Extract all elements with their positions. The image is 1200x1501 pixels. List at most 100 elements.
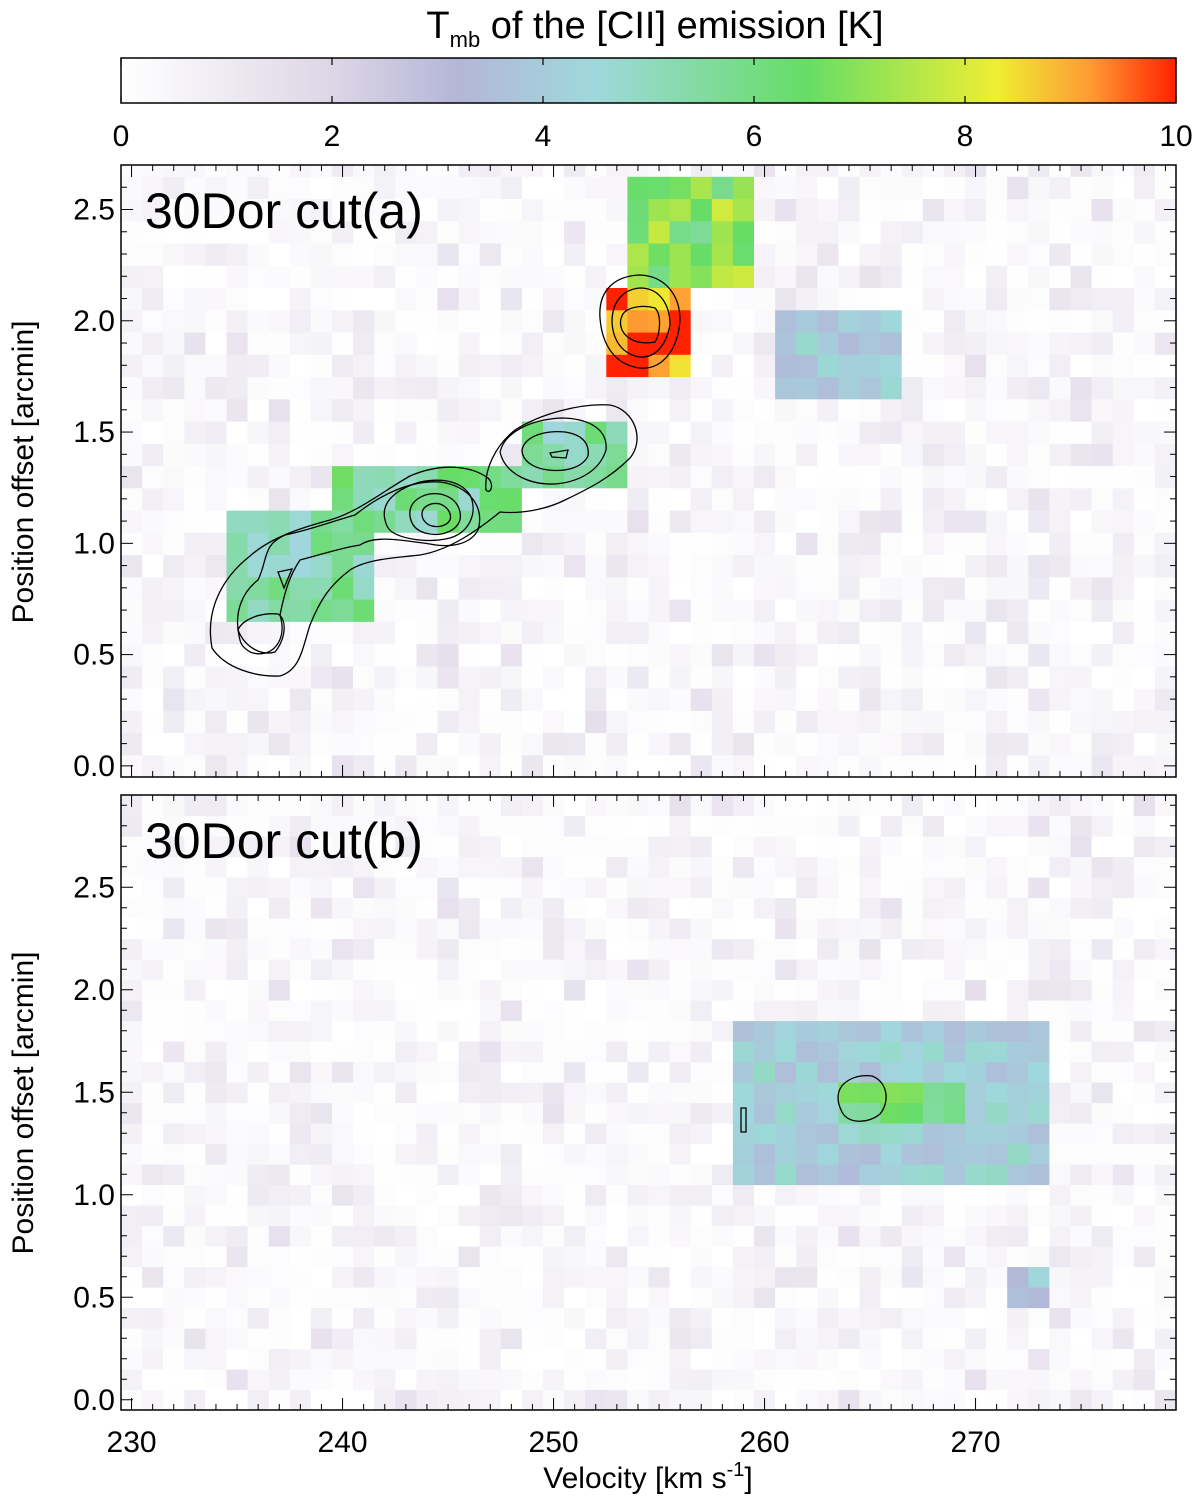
heatmap-cell xyxy=(922,1041,945,1063)
colorbar xyxy=(120,57,1177,104)
heatmap-cell xyxy=(859,198,882,222)
heatmap-cell xyxy=(564,599,586,622)
heatmap-cell xyxy=(796,1082,818,1104)
heatmap-cell xyxy=(711,688,734,711)
heatmap-cell xyxy=(732,897,755,919)
heatmap-cell xyxy=(395,1164,417,1186)
heatmap-cell xyxy=(796,938,818,960)
heatmap-cell xyxy=(901,443,924,467)
heatmap-cell xyxy=(205,1164,228,1186)
heatmap-cell xyxy=(142,1061,164,1083)
heatmap-cell xyxy=(1028,1184,1050,1206)
heatmap-cell xyxy=(585,1184,607,1206)
heatmap-cell xyxy=(353,1348,375,1370)
heatmap-cell xyxy=(1049,576,1072,600)
heatmap-cell xyxy=(268,688,291,711)
heatmap-cell xyxy=(838,959,861,981)
heatmap-cell xyxy=(880,1205,903,1227)
heatmap-cell xyxy=(775,732,797,756)
heatmap-cell xyxy=(585,938,607,960)
heatmap-cell xyxy=(564,877,586,899)
heatmap-cell xyxy=(627,665,650,689)
heatmap-cell xyxy=(690,1225,713,1247)
heatmap-cell xyxy=(669,1061,692,1083)
heatmap-cell xyxy=(500,815,523,837)
heatmap-cell xyxy=(289,754,312,777)
heatmap-cell xyxy=(1133,198,1156,222)
heatmap-cell xyxy=(732,354,755,378)
heatmap-cell xyxy=(184,198,206,222)
heatmap-cell xyxy=(711,331,734,355)
heatmap-cell xyxy=(395,710,417,734)
heatmap-cell xyxy=(711,1164,734,1186)
heatmap-cell xyxy=(669,265,692,288)
heatmap-cell xyxy=(521,599,544,622)
heatmap-cell xyxy=(775,795,797,817)
heatmap-cell xyxy=(268,465,291,489)
heatmap-cell xyxy=(458,487,481,511)
heatmap-cell xyxy=(986,815,1008,837)
heatmap-cell xyxy=(163,554,185,578)
heatmap-cell xyxy=(880,1348,903,1370)
heatmap-cell xyxy=(163,1143,185,1165)
x-tick-label: 260 xyxy=(740,1426,790,1459)
heatmap-cell xyxy=(437,1123,460,1145)
heatmap-cell xyxy=(416,242,439,266)
heatmap-cell xyxy=(353,331,375,355)
heatmap-cell xyxy=(585,836,607,858)
heatmap-cell xyxy=(627,576,650,600)
heatmap-cell xyxy=(648,732,671,756)
heatmap-cell xyxy=(711,979,734,1001)
heatmap-cell xyxy=(142,1225,164,1247)
heatmap-cell xyxy=(732,1020,755,1042)
heatmap-cell xyxy=(648,1184,671,1206)
heatmap-cell xyxy=(965,1348,987,1370)
heatmap-cell xyxy=(943,1205,966,1227)
heatmap-cell xyxy=(1007,599,1029,622)
heatmap-cell xyxy=(1028,420,1050,444)
heatmap-cell xyxy=(247,1205,270,1227)
heatmap-cell xyxy=(416,420,439,444)
heatmap-cell xyxy=(796,420,818,444)
heatmap-cell xyxy=(226,732,249,756)
contour-a-2 xyxy=(236,481,481,655)
heatmap-cell xyxy=(1091,918,1114,940)
heatmap-cell xyxy=(500,795,523,817)
heatmap-cell xyxy=(796,1266,818,1288)
heatmap-cell xyxy=(332,856,354,878)
heatmap-cell xyxy=(922,1348,945,1370)
heatmap-cell xyxy=(585,1348,607,1370)
heatmap-cell xyxy=(627,376,650,400)
heatmap-cell xyxy=(374,1225,396,1247)
heatmap-cell xyxy=(1091,959,1114,981)
heatmap-cell xyxy=(648,856,671,878)
heatmap-cell xyxy=(796,815,818,837)
heatmap-cell xyxy=(353,1369,375,1391)
heatmap-cell xyxy=(142,856,164,878)
heatmap-cell xyxy=(711,856,734,878)
heatmap-cell xyxy=(796,176,818,199)
heatmap-cell xyxy=(585,1082,607,1104)
heatmap-cell xyxy=(859,465,882,489)
heatmap-cell xyxy=(1112,465,1135,489)
heatmap-cell xyxy=(437,836,460,858)
heatmap-cell xyxy=(1133,532,1156,556)
heatmap-cell xyxy=(1133,1348,1156,1370)
heatmap-cell xyxy=(817,688,839,711)
heatmap-cell xyxy=(374,1184,396,1206)
heatmap-cell xyxy=(395,554,417,578)
heatmap-cell xyxy=(775,979,797,1001)
heatmap-cell xyxy=(901,897,924,919)
heatmap-cell xyxy=(943,836,966,858)
heatmap-cell xyxy=(711,1389,734,1410)
heatmap-cell xyxy=(817,176,839,199)
heatmap-cell xyxy=(374,599,396,622)
heatmap-cell xyxy=(1028,176,1050,199)
heatmap-cell xyxy=(564,265,586,288)
heatmap-cell xyxy=(1133,1082,1156,1104)
heatmap-cell xyxy=(1049,487,1072,511)
heatmap-cell xyxy=(332,1348,354,1370)
heatmap-cell xyxy=(627,643,650,667)
heatmap-cell xyxy=(775,287,797,311)
heatmap-cell xyxy=(500,1287,523,1309)
